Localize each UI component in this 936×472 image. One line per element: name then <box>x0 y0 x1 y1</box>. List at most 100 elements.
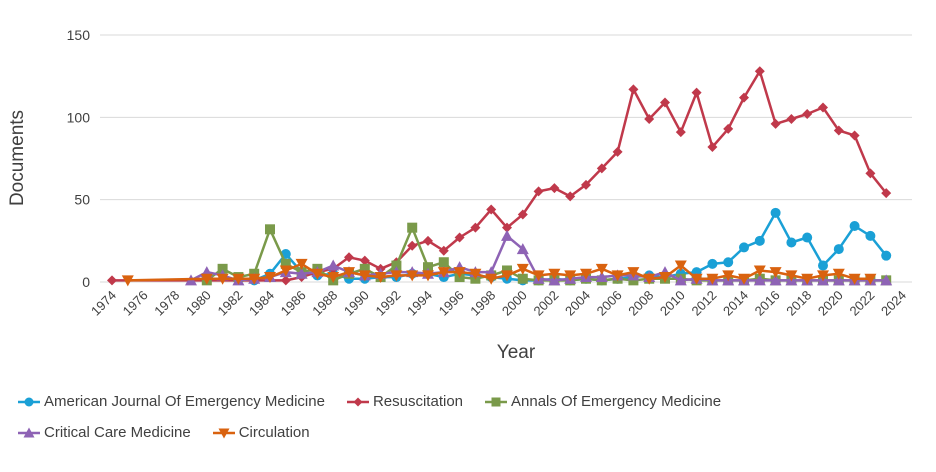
x-tick-label: 2006 <box>594 288 625 319</box>
data-point <box>502 222 512 233</box>
legend-label: Annals Of Emergency Medicine <box>511 393 722 410</box>
y-axis-label: Documents <box>7 110 28 206</box>
x-tick-label: 2000 <box>499 288 530 319</box>
data-point <box>832 268 845 280</box>
data-point <box>516 263 529 275</box>
x-tick-label: 2018 <box>783 288 814 319</box>
data-point <box>817 270 829 282</box>
data-point <box>200 273 213 285</box>
data-point <box>469 268 482 280</box>
y-tick-label: 100 <box>67 109 91 125</box>
legend: American Journal Of Emergency Medicine Re… <box>18 386 918 448</box>
data-point <box>501 229 513 241</box>
legend-item: Annals Of Emergency Medicine <box>485 393 721 410</box>
data-point <box>407 222 418 233</box>
data-point <box>121 275 134 287</box>
data-point <box>690 273 703 285</box>
legend-row: Critical Care Medicine Circulation <box>18 417 918 448</box>
series-1 <box>107 66 892 286</box>
x-tick-label: 2014 <box>720 288 751 319</box>
x-tick-label: 2002 <box>530 288 561 319</box>
data-point <box>611 270 624 282</box>
y-tick-labels: 0 50 100 150 <box>67 27 91 290</box>
data-point <box>595 271 608 283</box>
data-point <box>407 240 418 251</box>
x-tick-label: 2008 <box>625 288 656 319</box>
data-point <box>486 204 497 215</box>
data-point <box>327 259 340 271</box>
data-point <box>264 272 276 284</box>
data-point <box>422 270 434 282</box>
data-point <box>802 232 813 243</box>
data-point <box>818 102 828 113</box>
x-tick-label: 1980 <box>183 288 214 319</box>
x-tick-label: 1984 <box>246 288 277 319</box>
legend-label: Circulation <box>238 424 310 441</box>
data-point <box>533 186 544 197</box>
data-point <box>454 232 465 243</box>
data-point <box>769 267 782 279</box>
legend-label: Resuscitation <box>372 393 463 410</box>
x-tick-label: 1974 <box>88 288 119 319</box>
data-point <box>770 118 781 129</box>
data-point <box>280 275 291 286</box>
data-point <box>232 273 245 285</box>
x-tick-label: 1978 <box>151 288 182 319</box>
legend-label: Critical Care Medicine <box>44 424 191 441</box>
data-point <box>865 230 876 241</box>
data-point <box>423 235 433 246</box>
data-point <box>612 146 623 157</box>
legend-row: American Journal Of Emergency Medicine Re… <box>18 386 918 417</box>
x-tick-label: 2022 <box>846 288 877 319</box>
data-point <box>423 262 433 273</box>
data-point <box>438 257 449 268</box>
data-point <box>833 125 844 136</box>
legend-swatch <box>485 397 507 406</box>
data-point <box>391 260 402 271</box>
data-point <box>437 267 450 279</box>
data-point <box>739 242 749 253</box>
x-tick-label: 1992 <box>372 288 403 319</box>
data-point <box>770 207 781 218</box>
data-point <box>265 224 275 235</box>
data-point <box>438 245 449 256</box>
data-point <box>548 274 561 286</box>
data-point <box>549 183 560 194</box>
data-point <box>675 127 686 138</box>
data-point <box>532 270 545 282</box>
x-tick-label: 2016 <box>752 288 783 319</box>
data-point <box>802 109 813 120</box>
x-tick-label: 1988 <box>309 288 340 319</box>
y-tick-label: 50 <box>74 192 90 208</box>
data-point <box>753 265 766 277</box>
data-point <box>453 267 466 279</box>
data-point <box>644 113 655 124</box>
y-tick-label: 150 <box>67 27 91 43</box>
data-point <box>818 260 828 271</box>
data-point <box>359 263 370 274</box>
data-point <box>880 274 893 286</box>
data-point <box>517 209 528 220</box>
data-point <box>722 270 735 282</box>
data-point <box>832 274 845 286</box>
data-point <box>564 270 577 282</box>
data-point <box>580 268 592 280</box>
x-tick-label: 2012 <box>688 288 719 319</box>
data-point <box>849 130 860 141</box>
x-tick-label: 1996 <box>436 288 467 319</box>
x-tick-label: 2020 <box>815 288 846 319</box>
legend-label: American Journal Of Emergency Medicine <box>44 393 325 410</box>
data-point <box>595 263 608 275</box>
series-4 <box>121 258 877 287</box>
data-point <box>516 243 529 255</box>
data-point <box>738 273 750 285</box>
data-point <box>280 258 291 269</box>
data-point <box>754 66 765 77</box>
series-layer <box>107 66 893 287</box>
data-point <box>107 275 117 286</box>
data-point <box>865 168 876 179</box>
data-point <box>660 97 670 108</box>
data-point <box>470 222 481 233</box>
